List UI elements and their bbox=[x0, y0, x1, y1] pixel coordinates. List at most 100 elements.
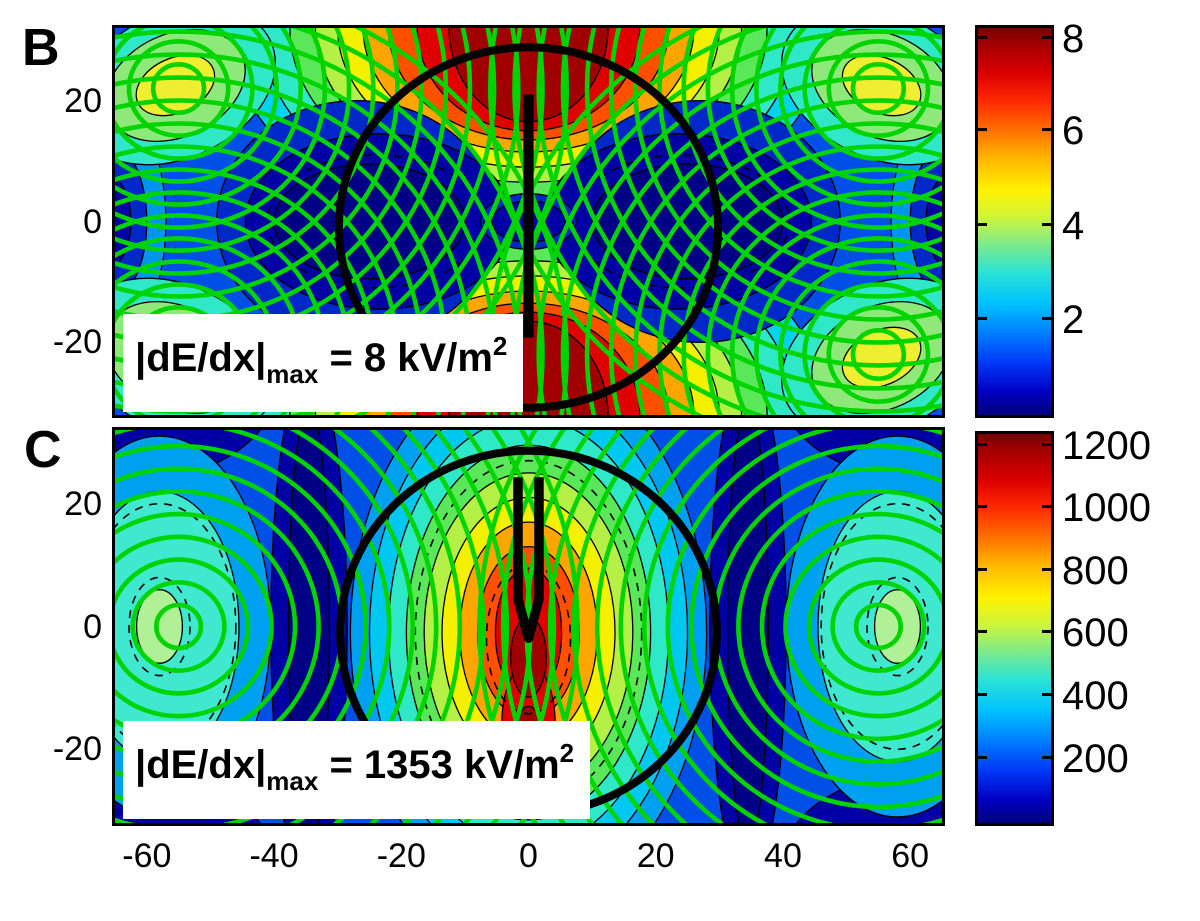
dashed-contour-line bbox=[128, 576, 191, 677]
colorbar-tick-label: 8 bbox=[1062, 16, 1085, 61]
colorbar-tick-mark bbox=[978, 568, 987, 572]
x-tick-label: 20 bbox=[636, 837, 675, 875]
x-tick-label: -20 bbox=[376, 837, 426, 875]
bipolar-electrode-fork bbox=[513, 477, 544, 643]
contour-band bbox=[726, 430, 770, 823]
colorbar-tick-mark bbox=[1042, 568, 1051, 572]
max-gradient-annotation-b: |dE/dx|max = 8 kV/m2 bbox=[123, 314, 524, 412]
x-tick-label: 60 bbox=[891, 837, 930, 875]
colorbar-tick-label: 1000 bbox=[1062, 486, 1151, 530]
coil-turn-circle bbox=[130, 580, 227, 674]
coil-turn-circle bbox=[115, 534, 274, 719]
colorbar-tick-mark bbox=[1042, 35, 1051, 39]
coil-turn-circle bbox=[584, 75, 942, 415]
colorbar-tick-mark bbox=[978, 505, 987, 508]
coil-turn-circle bbox=[150, 61, 207, 116]
coil-turn-circle bbox=[594, 430, 688, 823]
colorbar-tick-label: 200 bbox=[1062, 736, 1129, 781]
contour-panel-b: |dE/dx|max = 8 kV/m2 bbox=[112, 25, 945, 418]
coil-turn-circle bbox=[754, 28, 942, 207]
dashed-contour-line bbox=[115, 502, 237, 751]
coil-turn-circle bbox=[736, 489, 942, 764]
coil-turn-circle bbox=[853, 602, 904, 651]
coil-turn-circle bbox=[547, 430, 624, 823]
colorbar-tick-label: 400 bbox=[1062, 673, 1129, 718]
coil-turn-circle bbox=[754, 236, 942, 415]
coil-turn-circle bbox=[289, 430, 415, 823]
coil-turn-circle bbox=[500, 430, 566, 823]
colorbar-tick-mark bbox=[978, 222, 987, 226]
colorbar-b-labels: 8 6 4 2 bbox=[1062, 17, 1197, 415]
annotation-b-value: = 8 kV/m bbox=[318, 336, 493, 380]
coil-turn-circle bbox=[560, 52, 942, 415]
annotation-c-subscript: max bbox=[266, 766, 319, 796]
coil-turn-circle bbox=[657, 28, 942, 299]
coil-turn-circle bbox=[633, 28, 942, 322]
coil-turn-circle bbox=[402, 430, 486, 823]
coil-turn-circle bbox=[642, 430, 768, 823]
y-tick-label: 0 bbox=[83, 202, 102, 241]
coil-turn-circle bbox=[806, 557, 942, 696]
colorbar-tick-label: 600 bbox=[1062, 611, 1129, 656]
dashed-contour-line bbox=[820, 502, 942, 751]
coil-turn-circle bbox=[633, 121, 942, 415]
x-tick-label: -40 bbox=[249, 837, 299, 875]
coil-turn-circle bbox=[477, 430, 539, 823]
colorbar-tick-label: 1200 bbox=[1062, 423, 1151, 468]
coil-turn-circle bbox=[705, 190, 942, 415]
coil-turn-circle bbox=[830, 580, 927, 674]
colorbar-tick-mark bbox=[1042, 128, 1051, 132]
y-tick-label: 0 bbox=[83, 607, 102, 646]
annotation-c-value: = 1353 kV/m bbox=[318, 743, 560, 787]
colorbar-tick-label: 800 bbox=[1062, 549, 1129, 594]
coil-turn-circle bbox=[369, 430, 463, 823]
coil-turn-circle bbox=[115, 28, 279, 184]
coil-turn-circle bbox=[729, 213, 942, 415]
coil-turn-circle bbox=[608, 98, 942, 415]
stimulation-region-circle bbox=[334, 43, 723, 412]
coil-turn-circle bbox=[783, 534, 942, 719]
coil-turn-circle bbox=[433, 430, 510, 823]
coil-turn-circle bbox=[705, 28, 942, 253]
colorbar-tick-mark bbox=[1042, 316, 1051, 320]
coil-turn-circle bbox=[826, 304, 931, 404]
dashed-contour-line bbox=[572, 154, 791, 289]
y-tick-label: 20 bbox=[64, 484, 102, 523]
coil-turn-circle bbox=[560, 28, 942, 391]
colorbar-tick-mark bbox=[1042, 692, 1051, 696]
x-axis-ticks: -60 -40 -20 0 20 40 60 bbox=[115, 836, 942, 882]
coil-turn-circle bbox=[802, 282, 942, 415]
x-tick-label: 0 bbox=[519, 837, 538, 875]
coil-turn-circle bbox=[488, 28, 704, 415]
annotation-b-subscript: max bbox=[266, 359, 319, 389]
x-tick-label: -60 bbox=[122, 837, 172, 875]
colorbar-tick-mark bbox=[1042, 505, 1051, 508]
coil-turn-circle bbox=[291, 28, 545, 415]
coil-turn-circle bbox=[665, 430, 942, 823]
coil-turn-circle bbox=[115, 430, 392, 823]
panel-c-label: C bbox=[24, 421, 62, 479]
colorbar-tick-mark bbox=[978, 755, 987, 759]
colorbar-tick-label: 2 bbox=[1062, 297, 1085, 342]
coil-turn-circle bbox=[778, 28, 942, 184]
y-tick-label: 20 bbox=[64, 81, 102, 120]
colorbar-tick-mark bbox=[1042, 630, 1051, 634]
coil-turn-circle bbox=[536, 29, 942, 415]
coil-turn-circle bbox=[491, 430, 557, 823]
colorbar-tick-mark bbox=[1042, 442, 1051, 446]
coil-turn-circle bbox=[126, 38, 231, 139]
y-axis-ticks-panel-b: 20 0 -20 bbox=[24, 28, 102, 415]
coil-turn-circle bbox=[850, 61, 907, 116]
coil-turn-circle bbox=[850, 327, 907, 381]
annotation-b-superscript: 2 bbox=[492, 331, 508, 361]
colorbar-tick-mark bbox=[978, 630, 987, 634]
colorbar-tick-mark bbox=[1042, 755, 1051, 759]
coil-turn-circle bbox=[618, 430, 725, 823]
colorbar-tick-mark bbox=[978, 35, 987, 39]
annotation-c-quantity: |dE/dx| bbox=[135, 743, 267, 787]
colorbar-tick-mark bbox=[978, 692, 987, 696]
coil-turn-circle bbox=[291, 28, 545, 415]
contour-panel-c: |dE/dx|max = 1353 kV/m2 bbox=[112, 427, 945, 826]
colorbar-tick-mark bbox=[978, 442, 987, 446]
coil-turn-circle bbox=[115, 28, 303, 207]
